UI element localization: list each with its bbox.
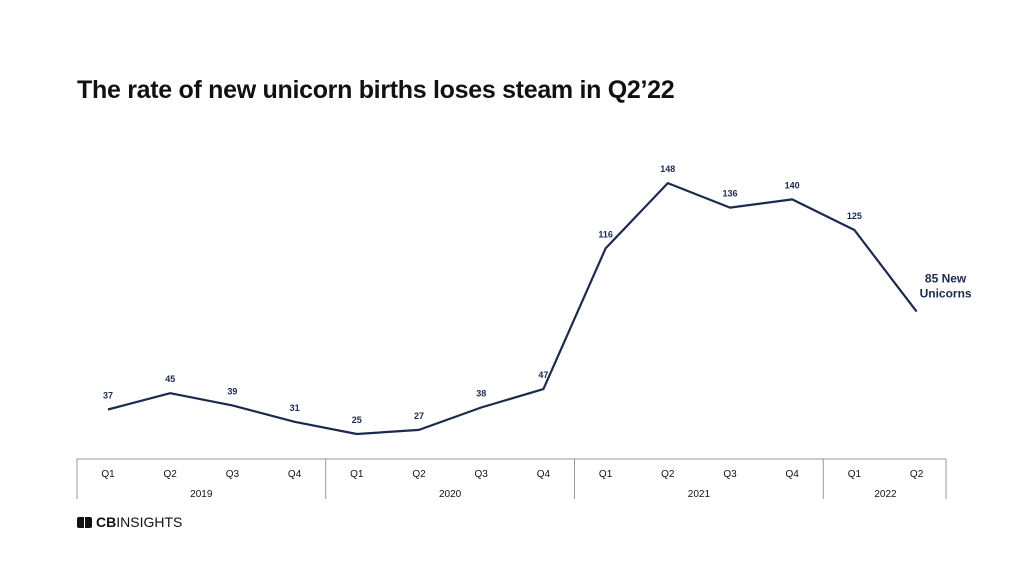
data-label: 45 xyxy=(165,374,175,384)
x-group-label: 2022 xyxy=(874,489,897,500)
last-value-label: Unicorns xyxy=(920,287,972,301)
data-label: 140 xyxy=(785,180,800,190)
data-label: 39 xyxy=(227,386,237,396)
logo-text-bold: CB xyxy=(96,514,117,530)
data-label: 27 xyxy=(414,411,424,421)
x-tick-label: Q3 xyxy=(226,469,240,480)
data-label: 125 xyxy=(847,211,862,221)
x-tick-label: Q2 xyxy=(661,469,675,480)
data-label: 25 xyxy=(352,415,362,425)
x-group-label: 2019 xyxy=(190,489,213,500)
x-tick-label: Q2 xyxy=(164,469,178,480)
x-tick-label: Q4 xyxy=(288,469,302,480)
x-group-label: 2021 xyxy=(688,489,711,500)
cb-insights-logo: CBINSIGHTS xyxy=(77,514,182,530)
x-tick-label: Q3 xyxy=(475,469,489,480)
data-label: 38 xyxy=(476,388,486,398)
x-tick-label: Q1 xyxy=(848,469,862,480)
x-tick-label: Q4 xyxy=(537,469,551,480)
x-tick-label: Q1 xyxy=(101,469,115,480)
x-group-label: 2020 xyxy=(439,489,462,500)
x-tick-label: Q1 xyxy=(599,469,613,480)
x-tick-label: Q4 xyxy=(786,469,800,480)
x-tick-label: Q2 xyxy=(910,469,924,480)
data-label: 148 xyxy=(660,164,675,174)
logo-text-rest: INSIGHTS xyxy=(116,514,183,530)
data-label: 37 xyxy=(103,391,113,401)
data-label: 136 xyxy=(722,189,737,199)
cb-insights-logo-icon xyxy=(77,516,92,528)
x-tick-label: Q1 xyxy=(350,469,364,480)
last-value-label: 85 New xyxy=(925,272,967,286)
x-tick-label: Q2 xyxy=(412,469,426,480)
series-line xyxy=(107,182,918,436)
data-label: 116 xyxy=(598,229,613,239)
data-label: 31 xyxy=(290,403,300,413)
data-label: 47 xyxy=(538,370,548,380)
chart-title: The rate of new unicorn births loses ste… xyxy=(77,76,675,104)
x-tick-label: Q3 xyxy=(723,469,737,480)
